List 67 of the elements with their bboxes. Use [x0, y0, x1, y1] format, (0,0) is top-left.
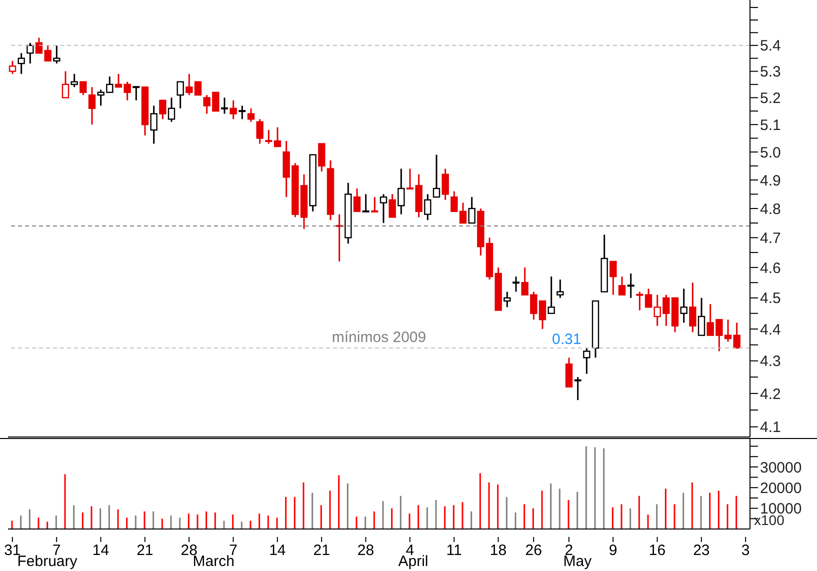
x-tick-label: 7 — [229, 542, 238, 559]
candlestick — [689, 282, 696, 333]
y-tick-label: 5.0 — [760, 144, 781, 162]
candlestick — [353, 188, 361, 212]
y-tick-label: 4.5 — [760, 290, 781, 308]
candlestick — [504, 291, 511, 308]
y-tick-label: 5.3 — [760, 64, 781, 81]
x-tick-label: 21 — [136, 542, 154, 559]
candlestick — [442, 168, 449, 201]
candlestick — [159, 100, 166, 120]
y-tick-label: 30000 — [760, 459, 802, 476]
candlestick — [168, 96, 176, 123]
candlestick — [230, 100, 237, 120]
candlestick — [468, 196, 476, 224]
y-tick-label: 5.1 — [760, 116, 781, 134]
y-tick-label: 4.3 — [760, 353, 781, 370]
candlestick — [424, 193, 432, 221]
candlestick — [380, 193, 388, 224]
candlestick — [398, 168, 405, 216]
x-tick-label: 3 — [741, 542, 750, 559]
y-tick-label: 20000 — [760, 480, 802, 497]
candlestick — [583, 347, 590, 375]
x-tick-label: 14 — [269, 542, 286, 559]
y-tick-label: 4.2 — [760, 386, 781, 403]
candlestick — [565, 356, 573, 388]
x-tick-label: 26 — [525, 542, 542, 559]
x-tick-label: 18 — [490, 542, 507, 559]
candlestick — [698, 297, 706, 336]
candlestick — [88, 86, 96, 126]
candlestick — [220, 96, 229, 114]
x-tick-label: 21 — [313, 542, 330, 559]
ref-line-label: mínimos 2009 — [332, 329, 426, 346]
annotation: 0.31 — [552, 331, 582, 348]
x-tick-label: 28 — [357, 542, 374, 559]
candlestick — [610, 260, 617, 296]
candlestick — [318, 142, 326, 172]
candlestick — [680, 288, 688, 324]
x-tick-label: 16 — [648, 542, 666, 559]
candlestick — [8, 60, 16, 75]
x-tick-label: 9 — [608, 542, 618, 559]
candlestick — [432, 154, 440, 198]
y-tick-label: 4.6 — [760, 260, 781, 277]
x-tick-label: 14 — [92, 542, 110, 559]
candlestick — [80, 81, 87, 96]
y-tick-label: 4.7 — [760, 230, 781, 248]
y-tick-label: 4.8 — [760, 200, 781, 218]
candlestick — [256, 118, 264, 144]
candlestick — [247, 108, 255, 123]
candlestick — [556, 278, 564, 299]
y-tick-label: 4.1 — [760, 419, 781, 436]
candlestick — [618, 276, 626, 296]
candlestick — [53, 44, 60, 64]
candlestick — [18, 52, 25, 75]
x-tick-label: 23 — [693, 542, 710, 559]
y-tick-label: 5.4 — [760, 38, 781, 55]
candlestick — [548, 276, 555, 314]
candlestick — [388, 193, 396, 218]
y-tick-label: 4.9 — [760, 172, 781, 190]
y-tick-label: 5.2 — [760, 90, 781, 107]
candlestick — [512, 276, 520, 293]
candlestick — [150, 104, 158, 144]
y-tick-label: 4.4 — [760, 321, 781, 338]
candlestick — [26, 42, 34, 64]
candlestick — [176, 81, 184, 110]
x-tick-label: 11 — [446, 542, 462, 559]
x-tick-label: 7 — [52, 542, 61, 559]
candlestick — [274, 126, 282, 148]
